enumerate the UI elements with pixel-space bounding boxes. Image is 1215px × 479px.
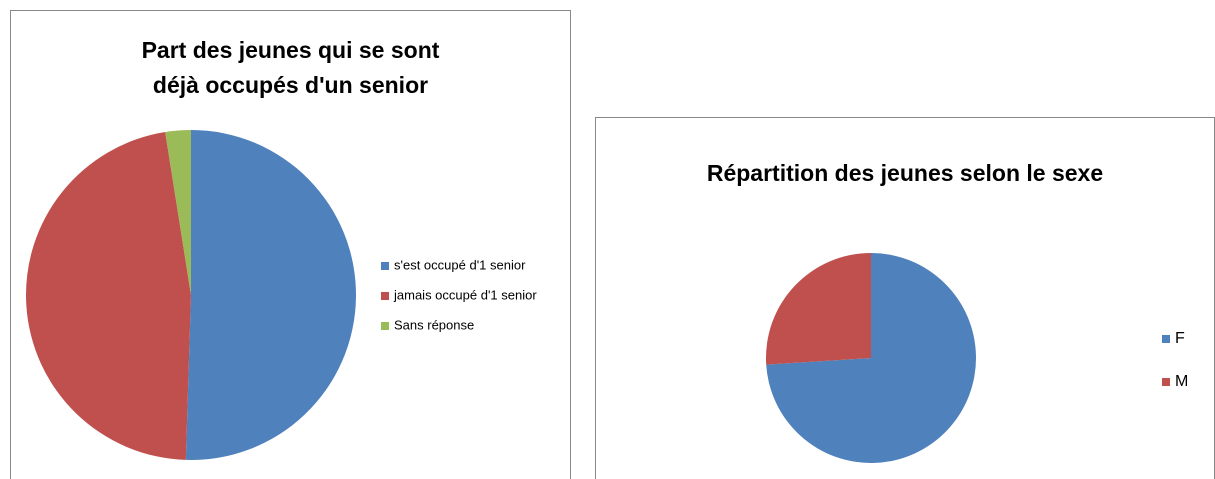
chart: s'est occupé d'1 senior jamais occupé d'1… xyxy=(26,130,537,460)
chart-title: Répartition des jeunes selon le sexe xyxy=(706,160,1104,186)
legend-label: F xyxy=(1175,330,1185,347)
chart-title: Part des jeunes qui se sont déjà occupés… xyxy=(141,37,440,98)
legend-swatch xyxy=(381,262,389,270)
legend-label: jamais occupé d'1 senior xyxy=(393,287,537,302)
pie-slice xyxy=(766,253,976,463)
legend-swatch xyxy=(381,322,389,330)
pie-slice xyxy=(165,130,191,295)
legend-swatch xyxy=(1162,335,1170,343)
pie-slice xyxy=(185,130,357,460)
legend-label: Sans réponse xyxy=(394,317,474,332)
chart: FM xyxy=(766,253,1188,463)
pie-slice xyxy=(766,253,871,365)
legend-swatch xyxy=(381,292,389,300)
chart-panel: Part des jeunes qui se sont déjà occupés… xyxy=(10,10,571,479)
legend-label: s'est occupé d'1 senior xyxy=(394,257,526,272)
legend-swatch xyxy=(1162,378,1170,386)
legend-label: M xyxy=(1175,373,1188,390)
pie-slice xyxy=(26,132,191,460)
